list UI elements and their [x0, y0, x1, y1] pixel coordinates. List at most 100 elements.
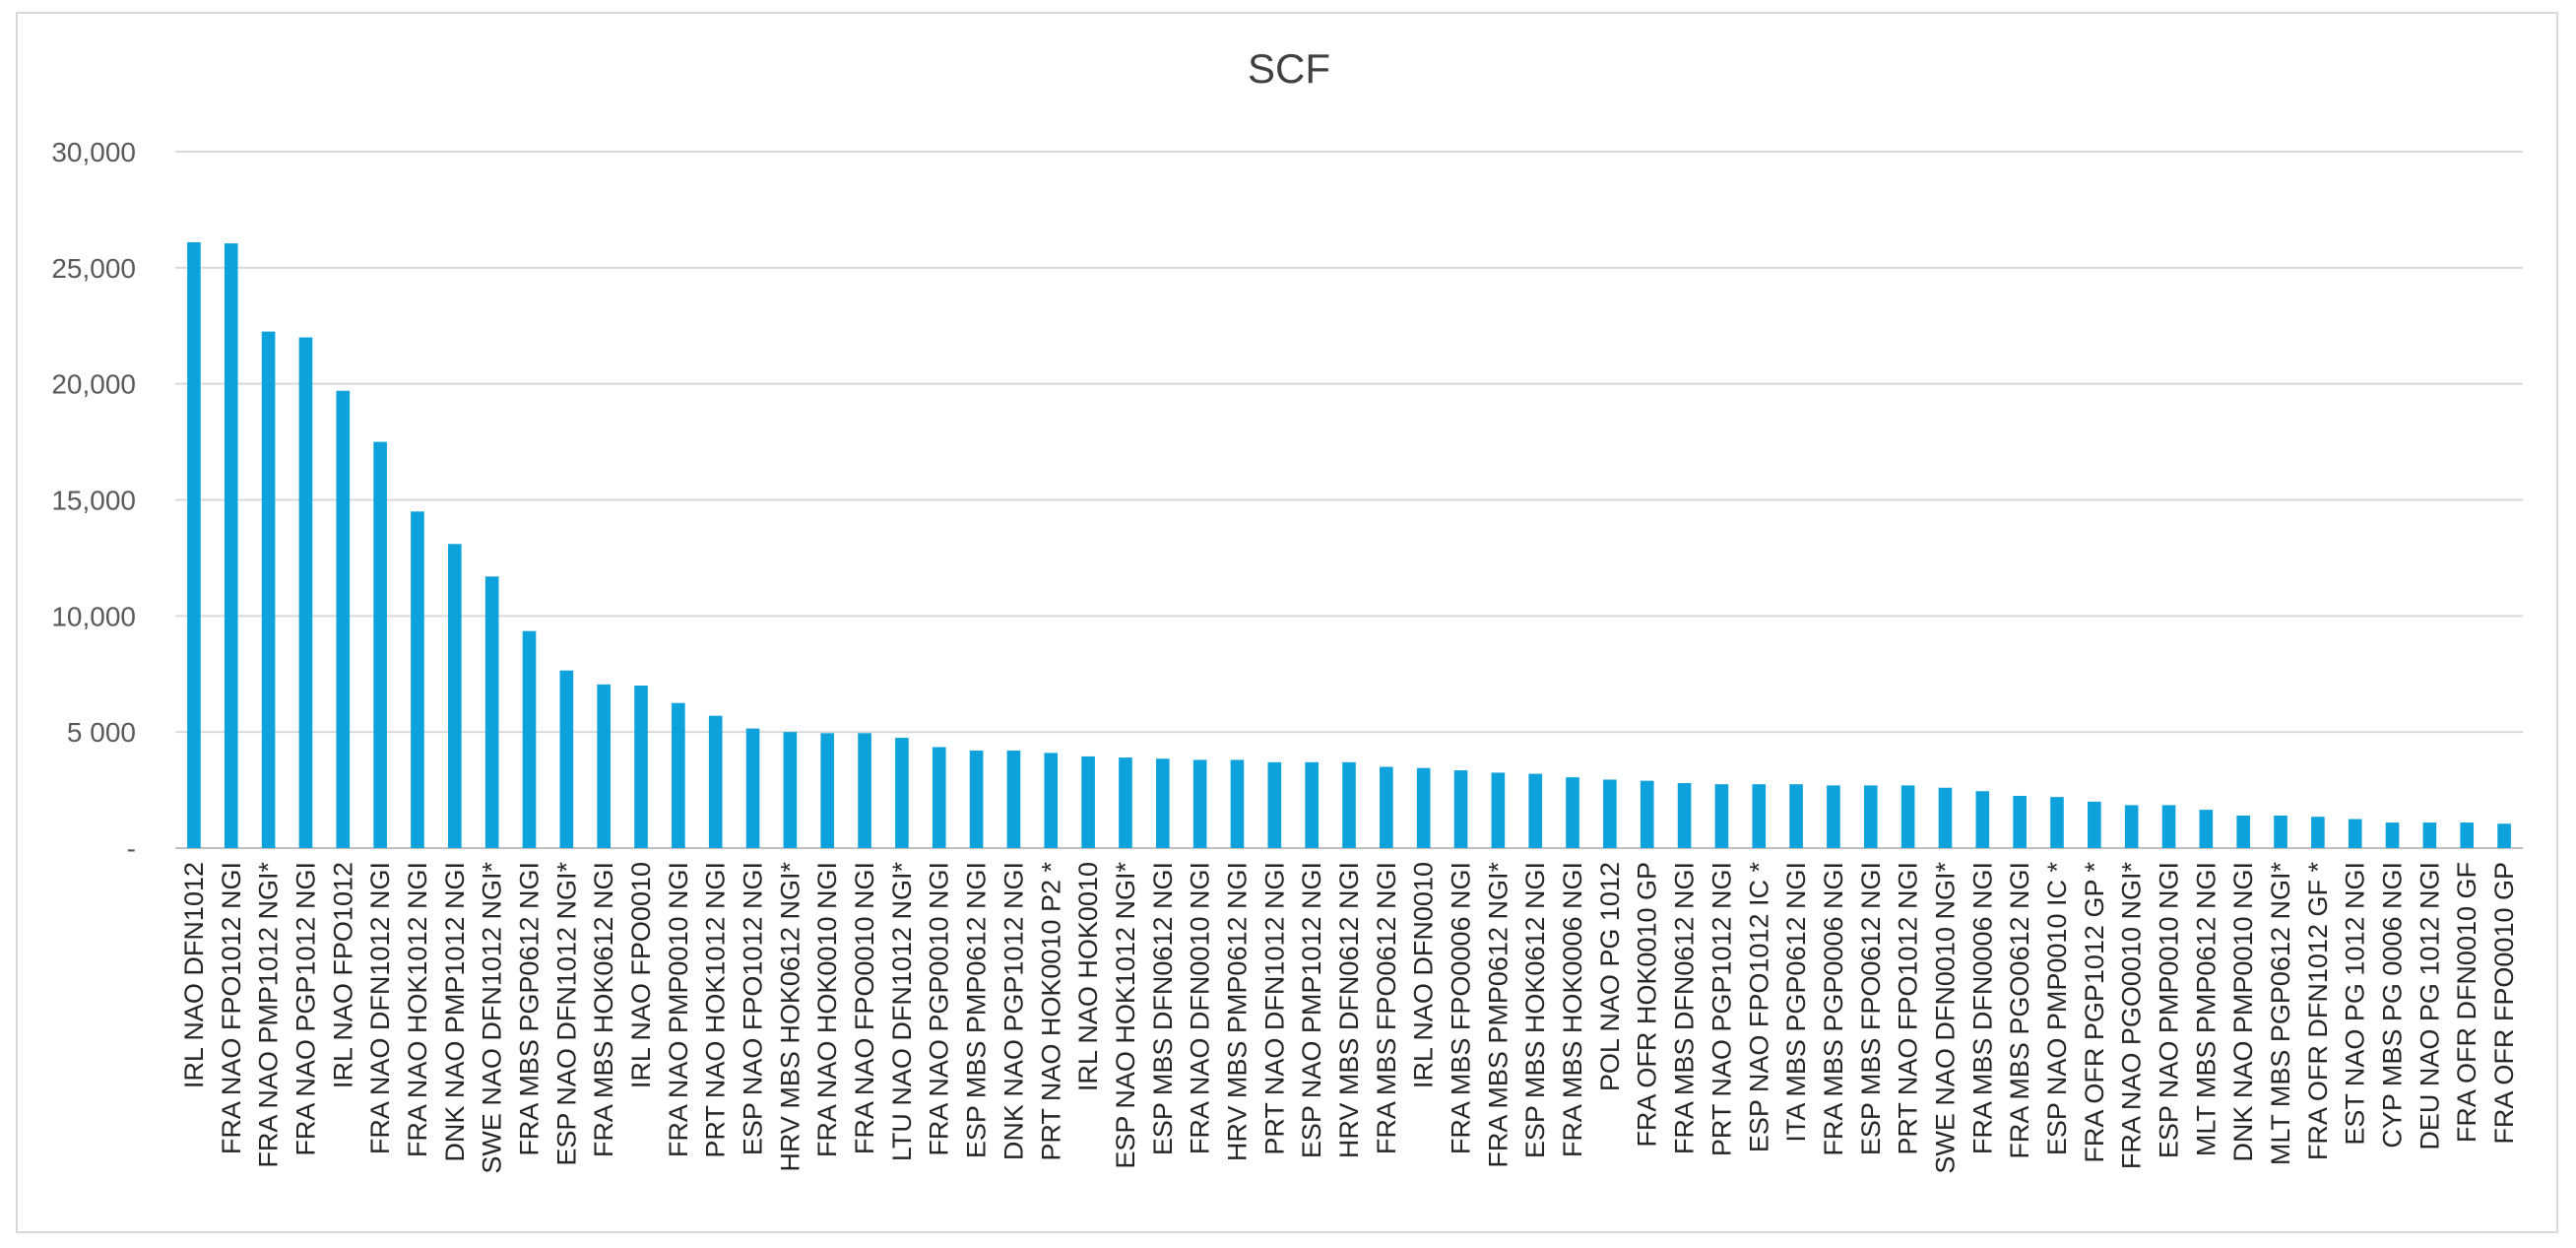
bar	[932, 747, 946, 848]
bar	[2422, 822, 2437, 848]
x-tick-label: FRA NAO PMP0010 NGI	[664, 862, 693, 1157]
bar	[1528, 773, 1543, 848]
x-tick-label: ESP NAO PMP1012 NGI	[1297, 862, 1326, 1158]
bar	[1827, 785, 1840, 848]
x-tick-label: FRA MBS DFN0612 NGI	[1670, 862, 1700, 1154]
x-tick-label: FRA NAO DFN1012 NGI	[365, 862, 395, 1154]
bar	[1305, 761, 1319, 848]
bar	[1267, 761, 1282, 848]
x-tick-label: ESP NAO DFN1012 NGI*	[551, 862, 581, 1166]
x-tick-label: FRA OFR PGP1012 GP *	[2080, 862, 2109, 1163]
bars	[187, 241, 2511, 849]
bar	[1453, 770, 1468, 848]
x-tick-label: ESP MBS HOK0612 NGI	[1520, 862, 1550, 1158]
bar	[1342, 761, 1356, 848]
bar	[1044, 753, 1059, 848]
bar	[1677, 783, 1692, 848]
x-tick-label: FRA NAO HOK1012 NGI	[403, 862, 432, 1157]
x-tick-label: FRA MBS HOK0006 NGI	[1558, 862, 1587, 1157]
bar	[1752, 784, 1767, 848]
bar	[708, 715, 723, 848]
bar-chart: SCF - 5 000 10,000 15,000 20,000 25,000 30,000…	[51, 45, 2523, 1174]
x-tick-label: IRL NAO DFN0010	[1409, 862, 1439, 1088]
x-tick-label: HRV MBS DFN0612 NGI	[1334, 862, 1364, 1158]
bar	[1603, 779, 1617, 848]
x-tick-label: FRA NAO HOK0010 NGI	[812, 862, 842, 1157]
x-tick-label: CYP MBS PG 0006 NGI	[2378, 862, 2408, 1149]
bar	[2124, 805, 2139, 848]
bar	[1081, 755, 1095, 848]
x-tick-label: FRA NAO PGO0010 NGI*	[2117, 862, 2147, 1170]
x-tick-label: ESP MBS DFN0612 NGI	[1148, 862, 1178, 1155]
bar	[1789, 784, 1803, 848]
x-tick-label: FRA MBS PMP0612 NGI*	[1483, 862, 1513, 1168]
bar	[1192, 759, 1207, 848]
y-tick-label: -	[127, 833, 136, 864]
bar	[1380, 766, 1393, 848]
bar	[1900, 785, 1915, 848]
x-tick-label: PRT NAO DFN1012 NGI	[1259, 862, 1289, 1155]
x-tick-label: SWE NAO DFN1012 NGI*	[478, 862, 507, 1174]
bar	[1006, 751, 1021, 848]
y-tick-label: 20,000	[51, 369, 136, 400]
bar	[783, 732, 798, 848]
bar	[336, 390, 351, 848]
x-tick-label: FRA MBS PGO0612 NGI	[2005, 862, 2034, 1159]
bar	[672, 702, 685, 848]
bar	[522, 630, 537, 848]
bar	[2497, 823, 2511, 848]
bar	[1155, 758, 1170, 848]
x-tick-label: ESP NAO HOK1012 NGI*	[1111, 862, 1140, 1169]
x-tick-label: IRL NAO DFN1012	[179, 862, 209, 1088]
bar	[2385, 822, 2400, 848]
x-tick-label: MLT MBS PMP0612 NGI	[2191, 862, 2221, 1156]
bar	[597, 684, 611, 848]
bar	[298, 337, 313, 848]
y-tick-label: 15,000	[51, 486, 136, 516]
bar	[1416, 767, 1431, 848]
y-axis: - 5 000 10,000 15,000 20,000 25,000 30,000	[51, 137, 136, 864]
x-tick-label: HRV MBS HOK0612 NGI*	[775, 862, 805, 1172]
bar	[1863, 785, 1878, 848]
x-tick-label: FRA OFR HOK0010 GP	[1633, 862, 1662, 1148]
chart-title: SCF	[1248, 45, 1330, 92]
bar	[969, 751, 984, 848]
bar	[1491, 772, 1506, 848]
x-tick-label: ESP NAO PMP0010 IC *	[2042, 862, 2072, 1156]
x-tick-label: ESP NAO FPO1012 NGI	[739, 862, 768, 1155]
bar	[2236, 816, 2251, 848]
x-tick-label: FRA OFR DFN1012 GF *	[2303, 862, 2333, 1161]
bar	[2348, 819, 2362, 848]
bar	[1640, 780, 1654, 848]
x-tick-label: IRL NAO FPO1012	[328, 862, 357, 1088]
x-tick-label: HRV MBS PMP0612 NGI	[1222, 862, 1252, 1161]
x-tick-label: FRA OFR FPO0010 GP	[2489, 862, 2519, 1145]
bar	[2199, 810, 2214, 848]
chart-frame: SCF - 5 000 10,000 15,000 20,000 25,000 30,000…	[16, 12, 2558, 1233]
x-tick-label: FRA NAO PGP0010 NGI	[925, 862, 954, 1156]
bar	[411, 511, 424, 848]
bar	[373, 441, 387, 848]
x-tick-label: SWE NAO DFN0010 NGI*	[1930, 862, 1960, 1174]
x-tick-label: FRA MBS PGP0612 NGI	[514, 862, 544, 1156]
x-tick-label: FRA NAO FPO0010 NGI	[850, 862, 879, 1154]
x-tick-label: FRA NAO DFN0010 NGI	[1186, 862, 1215, 1154]
x-tick-label: FRA MBS FPO0006 NGI	[1447, 862, 1476, 1154]
x-tick-label: ESP NAO FPO1012 IC *	[1744, 862, 1773, 1153]
bar	[1975, 791, 1990, 848]
x-tick-label: FRA NAO PMP1012 NGI*	[254, 862, 284, 1168]
bar	[858, 733, 871, 848]
x-tick-label: ITA MBS PGP0612 NGI	[1781, 862, 1811, 1143]
bar	[559, 670, 574, 848]
bar	[2460, 822, 2475, 848]
bar	[2311, 817, 2325, 848]
y-tick-label: 25,000	[51, 253, 136, 284]
y-tick-label: 30,000	[51, 137, 136, 167]
bar	[895, 738, 909, 848]
x-tick-label: FRA MBS HOK0612 NGI	[589, 862, 618, 1157]
x-tick-label: PRT NAO HOK1012 NGI	[701, 862, 731, 1158]
bar	[2013, 795, 2027, 848]
x-tick-label: EST NAO PG 1012 NGI	[2341, 862, 2370, 1146]
y-tick-label: 10,000	[51, 601, 136, 631]
x-axis: IRL NAO DFN1012 FRA NAO FPO1012 NGI FRA NA…	[179, 862, 2519, 1174]
